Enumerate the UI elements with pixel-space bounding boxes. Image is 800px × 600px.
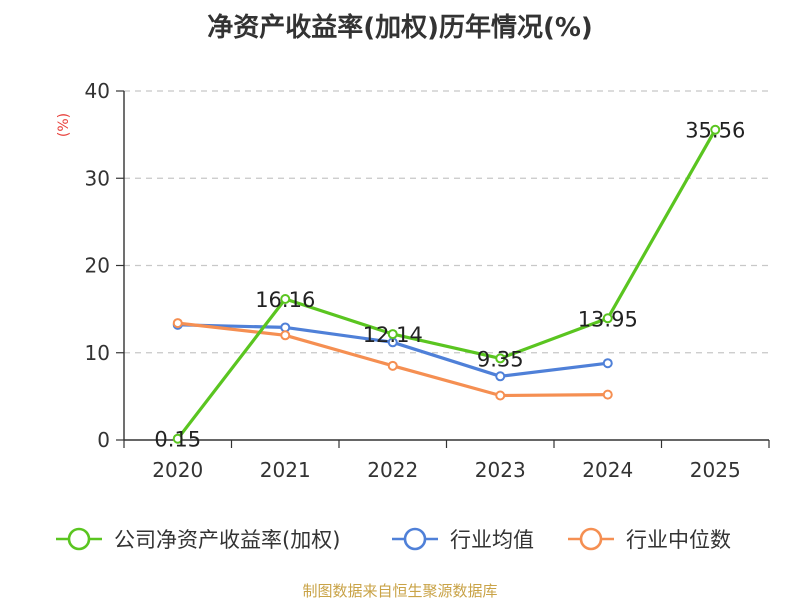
series-0-point-2021 xyxy=(280,294,291,305)
data-label-2021: 16.16 xyxy=(255,288,315,312)
series-2-point-2022 xyxy=(387,360,398,371)
y-axis-unit-label: (%) xyxy=(56,113,72,137)
legend-label-2: 行业中位数 xyxy=(626,528,731,552)
series-1-point-2024 xyxy=(602,358,613,369)
data-label-2022: 12.14 xyxy=(363,323,423,347)
tick-labels: 0 10 20 30 40 2020 2021 2022 2023 2024 2025 xyxy=(85,79,741,482)
series-1-point-2021 xyxy=(280,322,291,333)
axes xyxy=(116,90,770,448)
data-labels: 0.15 16.16 12.14 9.35 13.95 35.56 xyxy=(154,119,745,452)
legend-label-0: 公司净资产收益率(加权) xyxy=(114,528,340,552)
series-2-point-2021 xyxy=(280,330,291,341)
legend-marker-2 xyxy=(579,527,603,551)
x-tick-label-2023: 2023 xyxy=(475,458,526,482)
y-tick-label-40: 40 xyxy=(85,79,110,103)
legend: 公司净资产收益率(加权) 行业均值 行业中位数 xyxy=(56,527,731,552)
y-tick-label-30: 30 xyxy=(85,166,110,190)
series-0-point-2022 xyxy=(387,329,398,340)
data-label-2025: 35.56 xyxy=(685,119,745,143)
x-tick-label-2025: 2025 xyxy=(690,458,741,482)
data-label-2023: 9.35 xyxy=(477,347,524,371)
data-label-2020: 0.15 xyxy=(154,428,201,452)
x-tick-label-2021: 2021 xyxy=(260,458,311,482)
series-0-point-2023 xyxy=(495,353,506,364)
y-tick-label-0: 0 xyxy=(97,428,110,452)
y-tick-label-20: 20 xyxy=(85,254,110,278)
x-tick-label-2024: 2024 xyxy=(582,458,633,482)
series-2-point-2024 xyxy=(602,389,613,400)
series-line-0 xyxy=(176,128,717,441)
legend-marker-0 xyxy=(67,527,91,551)
x-tick-label-2022: 2022 xyxy=(367,458,418,482)
series-lines xyxy=(172,124,721,444)
data-label-2024: 13.95 xyxy=(578,307,638,331)
grid-lines xyxy=(124,90,769,354)
chart-title: 净资产收益率(加权)历年情况(%) xyxy=(207,12,593,43)
y-tick-label-10: 10 xyxy=(85,341,110,365)
series-0-point-2025 xyxy=(710,124,721,135)
series-2-point-2023 xyxy=(495,390,506,401)
series-0-point-2020 xyxy=(172,433,183,444)
source-note: 制图数据来自恒生聚源数据库 xyxy=(302,582,497,600)
legend-label-1: 行业均值 xyxy=(450,528,534,552)
series-1-point-2023 xyxy=(495,371,506,382)
series-2-point-2020 xyxy=(172,318,183,329)
legend-marker-1 xyxy=(403,527,427,551)
series-0-point-2024 xyxy=(602,313,613,324)
x-tick-label-2020: 2020 xyxy=(152,458,203,482)
